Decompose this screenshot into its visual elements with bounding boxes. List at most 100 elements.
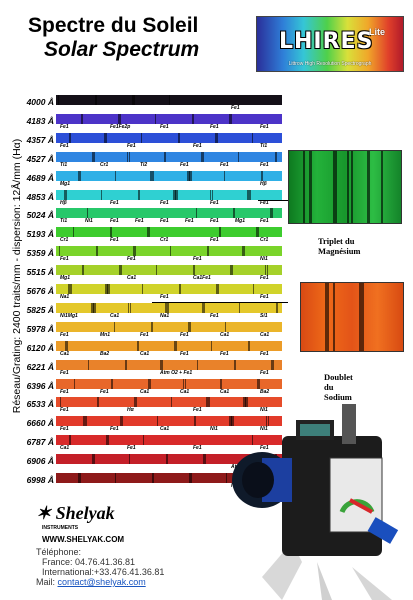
element-label: Ti2 — [140, 161, 148, 168]
spectrum-strip: 4183 Å Fe1 Fe1Fe2p Fe1 Fe1 Fe1 — [0, 113, 300, 131]
element-label: Fe1 — [193, 407, 202, 414]
element-label: Hβ — [260, 180, 267, 187]
element-label: Fe1 — [260, 123, 269, 130]
absorption-line — [185, 378, 186, 389]
wavelength-label: 4527 Å — [26, 153, 54, 164]
mail-row: Mail: contact@shelyak.com — [36, 577, 164, 587]
sodium-zoom-image — [300, 282, 404, 352]
element-labels: Ca1 Fe1 Fe1 Fe1 — [56, 445, 282, 452]
absorption-line — [96, 246, 98, 257]
logo-brand: LHIRES — [279, 29, 374, 54]
element-labels: Ti1 Cr1 Ti2 Fe1 Fe1 Fe1 — [56, 162, 282, 169]
absorption-line — [74, 378, 75, 389]
tripod-leg-left — [262, 542, 302, 600]
mail-link[interactable]: contact@shelyak.com — [57, 577, 146, 587]
absorption-line — [160, 359, 163, 370]
absorption-line — [188, 321, 191, 332]
absorption-line — [229, 416, 232, 427]
element-label: Fe1 — [260, 294, 269, 300]
element-label: Cr1 — [60, 237, 69, 244]
absorption-line — [114, 321, 115, 332]
absorption-line — [151, 321, 153, 332]
absorption-line — [92, 151, 95, 162]
logo-tagline: Littrow High Resolution Spectrograph — [288, 61, 372, 67]
spectrum-bar — [56, 397, 282, 408]
spectrum-bar — [56, 265, 282, 276]
absorption-line — [239, 302, 240, 313]
absorption-line — [183, 378, 184, 389]
absorption-line — [88, 359, 89, 370]
gauge-red — [349, 498, 373, 514]
absorption-line — [118, 113, 121, 124]
absorption-line — [143, 435, 144, 446]
absorption-line — [58, 95, 59, 105]
element-label: Ti1 — [60, 218, 68, 225]
element-label: Fe1 — [60, 369, 69, 376]
absorption-line — [276, 302, 278, 313]
element-label: Fe1 — [260, 218, 269, 225]
page-title-fr: Spectre du Soleil — [28, 14, 199, 37]
spectrum-strip: 6120 Å Ca1 Ba2 Ca1 Fe1 Fe1 Fe1 — [0, 340, 300, 358]
tripod-leg-center — [317, 562, 332, 600]
phone-international: International:+33.476.41.36.81 — [42, 567, 165, 577]
element-labels: Fe1 — [56, 105, 282, 112]
element-label: Fe1 — [160, 123, 169, 130]
phone-france: France: 04.76.41.36.81 — [42, 557, 136, 567]
absorption-line — [170, 246, 171, 257]
absorption-line — [201, 151, 204, 162]
element-label: Fe1 — [220, 350, 229, 357]
absorption-line — [208, 397, 210, 408]
absorption-line — [226, 473, 227, 483]
wavelength-label: 6906 Å — [26, 456, 54, 467]
spectrum-bar — [56, 359, 282, 370]
absorption-line — [233, 208, 235, 219]
spectrum-bar — [56, 302, 282, 313]
tripod-leg-right — [352, 567, 392, 600]
absorption-line — [252, 435, 253, 446]
absorption-line — [252, 132, 253, 143]
absorption-line — [137, 340, 139, 351]
absorption-line — [65, 340, 68, 351]
element-label: Ca1 — [60, 350, 70, 357]
spectrum-strip: 4527 Å Ti1 Cr1 Ti2 Fe1 Fe1 Fe1 — [0, 151, 300, 169]
absorption-line — [225, 321, 226, 332]
absorption-line — [68, 284, 70, 294]
element-label: Fe1 — [110, 218, 119, 225]
wavelength-label: 5978 Å — [26, 323, 54, 334]
element-label: Fe1 — [127, 256, 136, 263]
absorption-line — [173, 189, 176, 200]
element-label: Ca1 — [160, 426, 170, 433]
element-label: Fe1 — [60, 426, 69, 433]
absorption-line — [212, 189, 213, 200]
absorption-line — [60, 397, 61, 408]
element-label: Na1 — [160, 312, 170, 319]
spectrum-bar — [56, 227, 282, 238]
absorption-line — [220, 378, 222, 389]
element-label: Fe1 — [60, 331, 69, 338]
element-label: Ca1 — [220, 331, 230, 338]
element-labels: Hβ Fe1 Fe1 Fe1 Fe1 — [56, 200, 282, 207]
element-label: Fe1 — [60, 256, 69, 263]
element-label: Mn1 — [100, 331, 110, 338]
absorption-line — [271, 359, 274, 370]
absorption-line — [78, 473, 81, 483]
absorption-line — [81, 113, 83, 124]
website-link[interactable]: WWW.SHELYAK.COM — [42, 535, 125, 544]
element-label: Fe1 — [260, 445, 269, 452]
absorption-line — [69, 132, 71, 143]
element-label: Fe1 — [160, 294, 169, 300]
element-label: Hβ — [60, 199, 67, 206]
mail-label: Mail: — [36, 577, 56, 587]
absorption-line — [82, 265, 84, 276]
element-label: Fe1 — [160, 199, 169, 206]
element-labels: Fe1 Fe1 Ca1 Ni1 Ni1 — [56, 426, 282, 433]
element-label: Fe1 — [135, 218, 144, 225]
spectrum-bar — [56, 113, 282, 124]
element-label: Fe1 — [210, 199, 219, 206]
absorption-line — [91, 302, 94, 313]
element-label: Cr1 — [100, 161, 109, 168]
element-labels: Cr1 Fe1 Cr1 Fe1 Cr1 — [56, 237, 282, 244]
element-labels: Fe1 Hα Fe1 Ni1 — [56, 407, 282, 414]
absorption-line — [206, 397, 208, 408]
wavelength-label: 4689 Å — [26, 172, 54, 183]
